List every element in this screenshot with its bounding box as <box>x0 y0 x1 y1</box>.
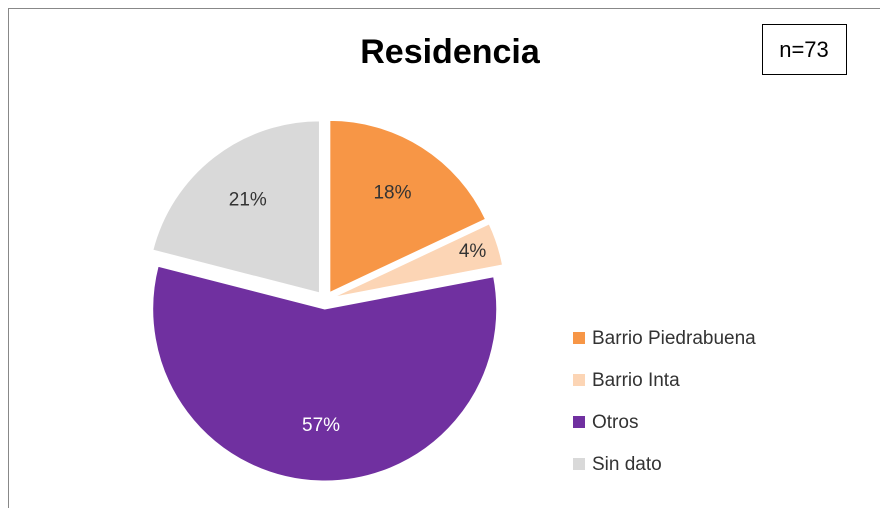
pie-slice <box>152 120 320 294</box>
data-label: 18% <box>373 183 411 204</box>
annotation-box <box>762 24 847 75</box>
legend-label: Barrio Piedrabuena <box>592 328 756 349</box>
legend-label: Barrio Inta <box>592 370 680 391</box>
legend-swatch <box>573 374 585 386</box>
pie-slice <box>152 265 498 482</box>
data-label: 21% <box>229 189 267 210</box>
legend-swatch <box>573 458 585 470</box>
pie-slice <box>329 119 487 294</box>
legend-swatch <box>573 416 585 428</box>
annotation: n=73 <box>779 37 829 62</box>
data-label: 4% <box>459 241 487 262</box>
data-label: 57% <box>302 415 340 436</box>
pie-slice <box>333 223 504 298</box>
legend-swatch <box>573 332 585 344</box>
chart-title: Residencia <box>360 33 541 71</box>
legend-label: Otros <box>592 412 638 433</box>
legend-label: Sin dato <box>592 454 662 475</box>
